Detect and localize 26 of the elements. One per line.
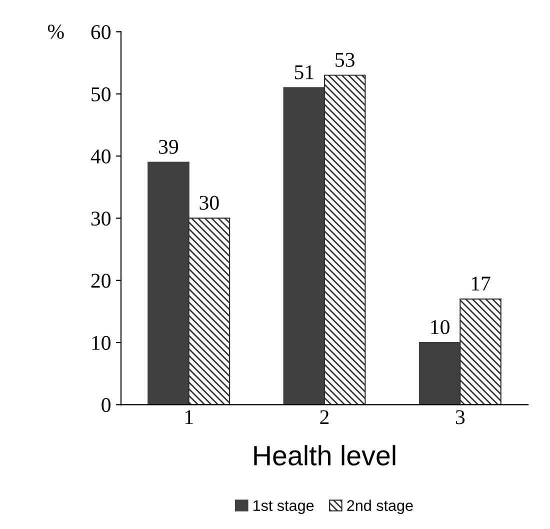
data-label: 53: [336, 52, 354, 67]
legend-label: 1st stage: [253, 500, 314, 514]
y-axis-title: %: [48, 24, 64, 39]
data-label: 39: [159, 140, 178, 154]
data-label: 51: [294, 65, 314, 80]
x-tick-label: 3: [456, 410, 465, 424]
x-tick-label: 1: [185, 410, 193, 424]
bar: [324, 74, 366, 405]
y-tick-label: 10: [92, 336, 110, 350]
y-tick-label: 0: [102, 398, 110, 412]
x-axis-title: Health level: [254, 445, 396, 466]
legend-label: 2nd stage: [347, 500, 413, 514]
bar: [148, 162, 190, 405]
bar: [283, 87, 326, 405]
y-tick-label: 20: [91, 274, 110, 288]
y-tick-label: 60: [91, 25, 110, 40]
data-label: 10: [431, 320, 450, 334]
bar: [188, 218, 230, 405]
bar: [418, 342, 461, 405]
data-label: 30: [200, 196, 219, 210]
x-tick-label: 2: [320, 410, 329, 424]
y-tick-label: 40: [90, 149, 110, 164]
y-tick-label: 50: [92, 87, 110, 102]
y-tick-label: 30: [91, 212, 110, 226]
bar: [460, 298, 502, 405]
data-label: 17: [472, 276, 490, 290]
